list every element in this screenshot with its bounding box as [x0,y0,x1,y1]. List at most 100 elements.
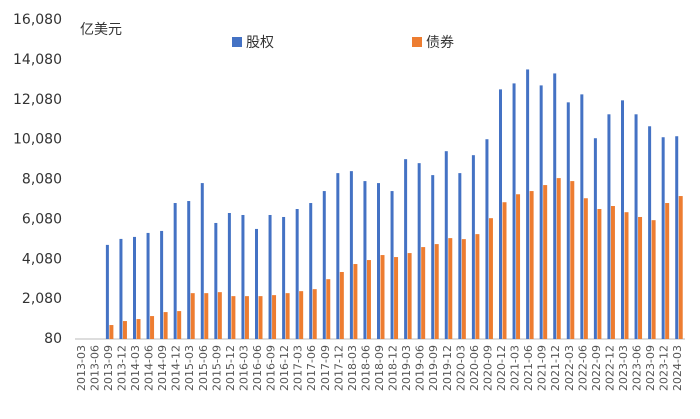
bar [136,319,141,339]
bar [146,232,150,339]
bar [624,212,629,339]
bar [390,191,394,339]
bar [610,206,615,339]
x-tick-label: 2013-06 [88,345,101,391]
bar [678,196,683,339]
bar [380,255,385,339]
bar [268,214,272,339]
x-tick-label: 2017-06 [305,345,318,391]
x-tick-label: 2023-12 [658,345,671,391]
x-tick-label: 2016-06 [251,345,264,391]
bar [543,185,548,339]
bar [488,218,493,339]
bar [190,293,195,339]
x-tick-label: 2020-12 [495,345,508,391]
bar [200,183,204,339]
x-tick-label: 2023-06 [631,345,644,391]
bar [177,311,182,339]
x-tick-label: 2022-12 [603,345,616,391]
bar [377,183,380,339]
x-tick-label: 2015-06 [197,345,210,391]
bar [421,247,426,339]
bar [309,203,313,339]
x-tick-label: 2021-06 [522,345,535,391]
x-tick-label: 2021-09 [536,345,549,391]
x-tick-label: 2024-03 [671,345,684,391]
bar [363,181,367,339]
x-tick-label: 2022-06 [576,345,589,391]
bar [255,228,258,339]
bar [404,159,408,339]
x-tick-label: 2015-09 [210,345,223,391]
x-tick-label: 2015-12 [224,345,237,391]
bar [204,293,209,339]
bar [502,202,507,339]
bar [231,296,236,339]
bar [217,292,222,339]
bar [336,173,340,339]
bar [312,289,317,339]
bar [326,279,331,339]
x-tick-label: 2017-12 [332,345,345,391]
bar [244,296,249,339]
bar [661,137,665,339]
y-tick-label: 4,080 [22,251,62,267]
legend-swatch [412,37,422,47]
bar [272,295,277,339]
bar [105,244,109,339]
y-tick-label: 10,080 [13,132,62,148]
bar [485,139,489,339]
x-tick-label: 2013-03 [75,345,88,391]
bar [109,325,114,339]
bar [394,257,399,339]
bar [448,238,453,339]
x-tick-label: 2018-06 [359,345,372,391]
x-tick-label: 2021-03 [509,345,522,391]
x-tick-label: 2013-12 [115,345,128,391]
bar [471,155,475,339]
bar [593,138,597,339]
bar [133,236,136,339]
bar [458,173,462,339]
x-tick-label: 2016-12 [278,345,291,391]
x-tick-label: 2014-09 [156,345,169,391]
x-tick-label: 2020-09 [481,345,494,391]
y-tick-label: 8,080 [22,172,62,188]
x-tick-label: 2020-06 [468,345,481,391]
bar [160,230,164,339]
bar [648,126,652,339]
bar [675,136,679,339]
bar [417,163,421,339]
bar [516,194,521,339]
x-tick-label: 2021-12 [549,345,562,391]
x-tick-label: 2014-12 [170,345,183,391]
bar [163,312,168,339]
bar [187,201,191,339]
legend-label: 债券 [426,35,454,51]
y-tick-label: 14,080 [13,52,62,68]
bar [434,244,439,339]
bar [431,175,435,339]
bar [119,238,123,339]
bar [173,203,177,339]
bar [461,239,466,339]
y-tick-label: 2,080 [22,291,62,307]
x-tick-label: 2018-09 [373,345,386,391]
bar [499,89,502,339]
bar [621,100,624,340]
bar [407,253,412,339]
y-tick-label: 6,080 [22,211,62,227]
x-tick-label: 2018-03 [346,345,359,391]
bar [285,293,290,339]
bar [295,209,299,339]
unit-label: 亿美元 [80,22,122,38]
bar [282,216,286,339]
x-tick-label: 2022-03 [563,345,576,391]
bar [512,83,516,340]
x-tick-label: 2017-03 [292,345,305,391]
bar [607,114,611,339]
bar [556,178,561,339]
bar [634,114,638,339]
bar [299,291,304,339]
